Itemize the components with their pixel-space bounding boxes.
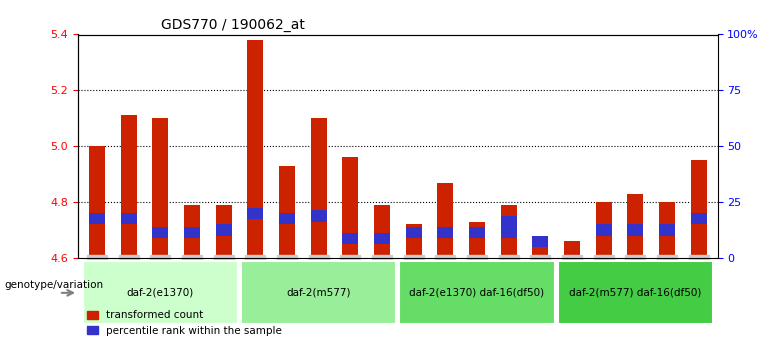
Bar (659, 202, 675, 258)
Bar (627, 224, 643, 236)
Bar (216, 224, 232, 236)
Bar (438, 183, 453, 258)
Bar (659, 224, 675, 236)
Bar (342, 233, 358, 244)
Bar (690, 213, 707, 224)
Bar (501, 216, 516, 238)
Bar (152, 118, 168, 258)
Bar (279, 166, 295, 258)
Text: daf-2(e1370): daf-2(e1370) (126, 288, 194, 298)
Text: daf-2(m577) daf-16(df50): daf-2(m577) daf-16(df50) (569, 288, 701, 298)
Bar (627, 194, 643, 258)
Bar (121, 116, 136, 258)
Text: daf-2(m577): daf-2(m577) (286, 288, 351, 298)
Bar (690, 160, 707, 258)
Bar (247, 208, 263, 219)
Bar (596, 202, 612, 258)
Text: GDS770 / 190062_at: GDS770 / 190062_at (161, 18, 305, 32)
Text: genotype/variation: genotype/variation (4, 280, 103, 289)
Bar (152, 227, 168, 238)
Bar (310, 210, 327, 221)
Bar (533, 247, 548, 258)
Bar (533, 236, 548, 247)
Text: daf-2(e1370) daf-16(df50): daf-2(e1370) daf-16(df50) (410, 288, 544, 298)
Bar (596, 224, 612, 236)
Legend: transformed count, percentile rank within the sample: transformed count, percentile rank withi… (83, 306, 286, 340)
Bar (374, 233, 390, 244)
FancyBboxPatch shape (83, 262, 238, 324)
Bar (406, 224, 421, 258)
Bar (121, 213, 136, 224)
FancyBboxPatch shape (241, 262, 396, 324)
Bar (501, 205, 516, 258)
Bar (184, 227, 200, 238)
FancyBboxPatch shape (399, 262, 555, 324)
Bar (438, 227, 453, 238)
Bar (310, 118, 327, 258)
Bar (469, 221, 485, 258)
Bar (247, 40, 263, 258)
Bar (89, 213, 105, 224)
Bar (469, 227, 485, 238)
Bar (216, 205, 232, 258)
Bar (89, 146, 105, 258)
FancyBboxPatch shape (558, 262, 713, 324)
Bar (342, 157, 358, 258)
Bar (184, 205, 200, 258)
Bar (279, 213, 295, 224)
Bar (564, 241, 580, 258)
Bar (406, 227, 421, 238)
Bar (374, 205, 390, 258)
